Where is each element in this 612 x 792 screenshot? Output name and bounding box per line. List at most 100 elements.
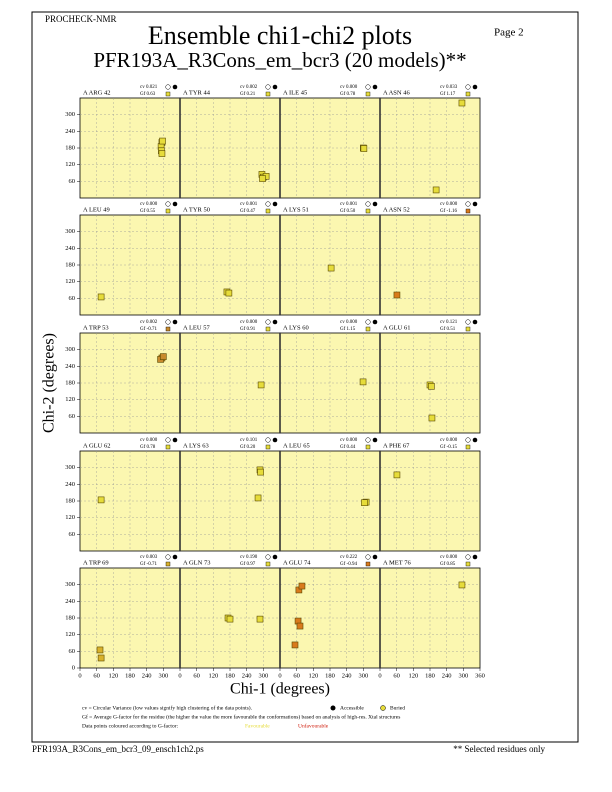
y-tick-label: 240 <box>65 481 75 488</box>
x-tick-label: 0 <box>378 672 381 679</box>
gf-label: Gf 0.47 <box>240 209 256 214</box>
gf-icon <box>365 91 371 97</box>
footer-left: PFR193A_R3Cons_em_bcr3_09_ensch1ch2.ps <box>32 744 204 754</box>
data-point <box>428 414 436 422</box>
x-tick-label: 240 <box>142 672 152 679</box>
y-tick-label: 60 <box>69 413 76 420</box>
y-tick-label: 120 <box>65 631 75 638</box>
gf-label: Gf 0.50 <box>340 209 356 214</box>
data-point <box>428 383 435 390</box>
cv-label: cv 0.000 <box>440 555 458 560</box>
y-tick-label: 240 <box>65 598 75 605</box>
access-icon <box>172 201 178 207</box>
data-point <box>96 646 104 654</box>
gf-icon <box>365 326 371 332</box>
gf-label: Gf 0.78 <box>140 445 156 450</box>
accessible-icon <box>330 705 336 711</box>
cv-icon <box>165 319 171 325</box>
cv-icon <box>365 319 371 325</box>
residue-label: A ARG 42 <box>83 89 110 96</box>
y-tick-label: 120 <box>65 161 75 168</box>
x-tick-label: 300 <box>158 672 168 679</box>
access-icon <box>372 437 378 443</box>
gf-icon <box>165 208 171 214</box>
residue-label: A ASN 46 <box>383 89 410 96</box>
x-tick-label: 240 <box>442 672 452 679</box>
page-frame <box>31 11 579 743</box>
y-tick-label: 180 <box>65 261 75 268</box>
data-point <box>359 378 367 386</box>
data-point <box>225 289 233 297</box>
gf-label: Gf -0.71 <box>140 562 157 567</box>
x-tick-label: 60 <box>93 672 100 679</box>
x-tick-label: 0 <box>278 672 281 679</box>
chart-subtitle: PFR193A_R3Cons_em_bcr3 (20 models)** <box>93 48 466 72</box>
gf-label: Gf 0.78 <box>340 92 356 97</box>
gf-icon <box>465 326 471 332</box>
cv-label: cv 0.002 <box>240 85 258 90</box>
gf-label: Gf 1.17 <box>440 92 456 97</box>
residue-label: A MET 76 <box>383 559 411 566</box>
note-gf: Gf = Average G-factor for the residue (t… <box>82 713 400 720</box>
residue-label: A LEU 49 <box>83 206 110 213</box>
gf-icon <box>165 444 171 450</box>
residue-label: A ILE 45 <box>283 89 307 96</box>
cv-label: cv 0.000 <box>340 438 358 443</box>
cv-label: cv 0.001 <box>240 202 258 207</box>
access-icon <box>472 84 478 90</box>
data-point <box>327 264 335 272</box>
cv-icon <box>365 201 371 207</box>
y-tick-label: 300 <box>65 581 75 588</box>
x-tick-label: 60 <box>393 672 400 679</box>
y-tick-label: 180 <box>65 614 75 621</box>
residue-label: A GLU 74 <box>283 559 311 566</box>
x-tick-label: 300 <box>258 672 268 679</box>
x-tick-label: 240 <box>342 672 352 679</box>
y-tick-label: 120 <box>65 396 75 403</box>
data-point <box>298 582 306 590</box>
access-icon <box>172 437 178 443</box>
gf-icon <box>365 444 371 450</box>
y-tick-label: 240 <box>65 128 75 135</box>
residue-label: A LYS 63 <box>183 442 209 449</box>
cv-icon <box>465 319 471 325</box>
chart-title: Ensemble chi1-chi2 plots <box>148 21 412 50</box>
cv-icon <box>465 84 471 90</box>
data-point <box>158 150 166 157</box>
residue-label: A LYS 60 <box>283 324 309 331</box>
gf-icon <box>265 444 271 450</box>
cv-icon <box>165 84 171 90</box>
residue-label: A LYS 51 <box>283 206 309 213</box>
gf-icon <box>165 91 171 97</box>
note-accessible: Accessible <box>340 705 364 711</box>
buried-icon <box>380 705 386 711</box>
residue-label: A TYR 50 <box>183 206 210 213</box>
header: PROCHECK-NMR <box>45 14 117 24</box>
cv-icon <box>265 437 271 443</box>
y-tick-label: 60 <box>69 178 76 185</box>
gf-label: Gf 1.15 <box>340 327 356 332</box>
x-tick-label: 60 <box>193 672 200 679</box>
gf-icon <box>265 326 271 332</box>
data-point <box>291 641 299 649</box>
y-tick-label: 300 <box>65 464 75 471</box>
data-point <box>432 186 440 194</box>
data-point <box>97 496 105 504</box>
y-tick-label: 60 <box>69 295 76 302</box>
gf-label: Gf -0.15 <box>440 445 457 450</box>
gf-icon <box>465 444 471 450</box>
gf-icon <box>365 208 371 214</box>
y-tick-label: 180 <box>65 144 75 151</box>
y-axis-label: Chi-2 (degrees) <box>41 333 58 433</box>
gf-label: Gf 0.91 <box>240 327 256 332</box>
gf-icon <box>265 208 271 214</box>
cv-label: cv 0.000 <box>240 320 258 325</box>
data-point <box>257 381 265 389</box>
gf-label: Gf 0.97 <box>240 562 256 567</box>
access-icon <box>272 84 278 90</box>
cv-label: cv 0.001 <box>340 202 358 207</box>
y-tick-label: 0 <box>72 664 75 671</box>
cv-icon <box>365 554 371 560</box>
data-point <box>97 293 105 301</box>
